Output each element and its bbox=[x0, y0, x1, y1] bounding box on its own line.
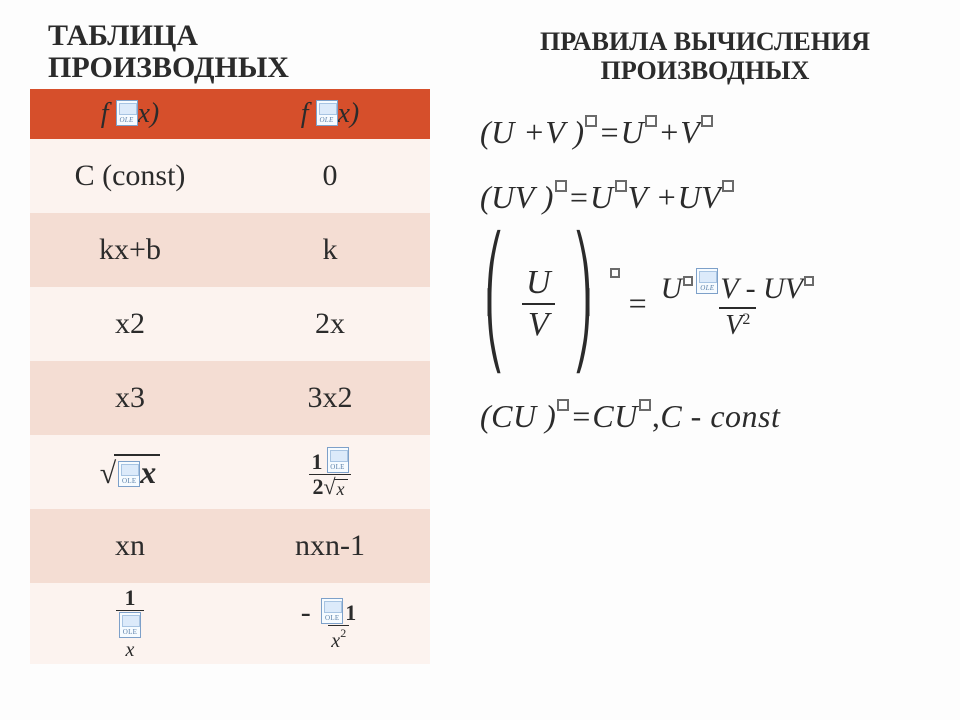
header-fpx: f x) bbox=[230, 89, 430, 139]
right-bracket-icon: ⎞⎠ bbox=[573, 246, 593, 361]
table-row-sqrt: √ x 1 2√x bbox=[30, 435, 430, 509]
left-title-l1: ТАБЛИЦА bbox=[48, 19, 198, 52]
cell-f: C (const) bbox=[30, 139, 230, 213]
table-header-row: f x) f x) bbox=[30, 89, 430, 139]
prime-box-icon bbox=[722, 180, 734, 192]
cell-fp: 3x2 bbox=[230, 361, 430, 435]
ole-icon bbox=[119, 612, 141, 638]
frac-quotient-result: UV - UV V2 bbox=[655, 268, 821, 340]
derivatives-table: f x) f x) C (const) 0 kx+b k x2 2x x3 3x… bbox=[30, 89, 430, 664]
cell-fp-sqrt: 1 2√x bbox=[230, 435, 430, 509]
frac-den: x bbox=[116, 610, 144, 660]
quot-num: UV - UV bbox=[655, 268, 821, 307]
table-row: xn nxn-1 bbox=[30, 509, 430, 583]
prime-over-bracket bbox=[609, 261, 621, 298]
hdr-fx-x: x) bbox=[138, 98, 160, 129]
minus-sign: - bbox=[301, 596, 311, 629]
frac-den: 2√x bbox=[309, 474, 350, 498]
prime-box-icon bbox=[683, 276, 693, 286]
ole-icon bbox=[327, 447, 349, 473]
ole-icon bbox=[118, 461, 140, 487]
right-title-l2: ПРОИЗВОДНЫХ bbox=[601, 56, 810, 85]
rule-quotient: ⎛⎝ U V ⎞⎠ = UV - UV V2 bbox=[476, 246, 821, 361]
sqrt-body: x bbox=[114, 454, 160, 489]
cell-fp: 0 bbox=[230, 139, 430, 213]
frac-num: 1 bbox=[318, 598, 359, 625]
sqrt-var: x bbox=[140, 454, 156, 490]
frac-1-over-x2: 1 x2 bbox=[318, 598, 359, 651]
cell-f-sqrt: √ x bbox=[30, 435, 230, 509]
frac-num: 1 bbox=[122, 587, 139, 610]
cell-fp: k bbox=[230, 213, 430, 287]
prime-box-icon bbox=[701, 115, 713, 127]
table-row-1x: 1 x - 1 x2 bbox=[30, 583, 430, 664]
cell-fp: 2x bbox=[230, 287, 430, 361]
hdr-fpx-x: x) bbox=[338, 98, 360, 129]
prime-box-icon bbox=[557, 399, 569, 411]
cell-fp-1x: - 1 x2 bbox=[230, 583, 430, 664]
rule-product: (UV )=UV +UV bbox=[480, 178, 940, 216]
table-row: kx+b k bbox=[30, 213, 430, 287]
rule-sum: (U +V )=U+V bbox=[480, 113, 940, 151]
prime-box-icon bbox=[585, 115, 597, 127]
header-fx: f x) bbox=[30, 89, 230, 139]
table-row: x3 3x2 bbox=[30, 361, 430, 435]
cell-f: x2 bbox=[30, 287, 230, 361]
frac-u-over-v: U V bbox=[520, 266, 557, 342]
prime-box-icon bbox=[645, 115, 657, 127]
frac-1-over-x: 1 x bbox=[116, 587, 144, 660]
right-title: ПРАВИЛА ВЫЧИСЛЕНИЯ ПРОИЗВОДНЫХ bbox=[470, 28, 940, 85]
prime-box-icon bbox=[610, 268, 620, 278]
ole-icon bbox=[696, 268, 718, 294]
sqrt-body-small: x bbox=[334, 479, 348, 498]
table-row: x2 2x bbox=[30, 287, 430, 361]
prime-box-icon bbox=[555, 180, 567, 192]
sqrt-expr: √ x bbox=[100, 454, 160, 489]
hdr-fx-f: f bbox=[101, 98, 109, 129]
ole-icon bbox=[316, 100, 338, 126]
cell-f: xn bbox=[30, 509, 230, 583]
right-title-l1: ПРАВИЛА ВЫЧИСЛЕНИЯ bbox=[540, 27, 870, 56]
left-bracket-icon: ⎛⎝ bbox=[484, 246, 504, 361]
cell-f: kx+b bbox=[30, 213, 230, 287]
ole-icon bbox=[321, 598, 343, 624]
quot-den: V2 bbox=[719, 307, 756, 340]
left-column: ТАБЛИЦА ПРОИЗВОДНЫХ f x) f x) C (const) … bbox=[0, 0, 460, 720]
frac-num: 1 bbox=[309, 447, 352, 474]
cell-f: x3 bbox=[30, 361, 230, 435]
cell-f-1x: 1 x bbox=[30, 583, 230, 664]
right-column: ПРАВИЛА ВЫЧИСЛЕНИЯ ПРОИЗВОДНЫХ (U +V )=U… bbox=[460, 0, 960, 720]
ole-icon bbox=[116, 100, 138, 126]
cell-fp: nxn-1 bbox=[230, 509, 430, 583]
frac-den: x2 bbox=[328, 625, 349, 651]
table-row: C (const) 0 bbox=[30, 139, 430, 213]
prime-box-icon bbox=[639, 399, 651, 411]
hdr-fpx-f: f bbox=[301, 98, 309, 129]
left-title-l2: ПРОИЗВОДНЫХ bbox=[48, 51, 289, 84]
frac-1-over-2sqrtx: 1 2√x bbox=[309, 447, 352, 498]
prime-box-icon bbox=[615, 180, 627, 192]
prime-box-icon bbox=[804, 276, 814, 286]
left-title: ТАБЛИЦА ПРОИЗВОДНЫХ bbox=[30, 20, 450, 83]
page: ТАБЛИЦА ПРОИЗВОДНЫХ f x) f x) C (const) … bbox=[0, 0, 960, 720]
rule-constant-multiple: (CU )=CU,C - const bbox=[480, 397, 940, 435]
